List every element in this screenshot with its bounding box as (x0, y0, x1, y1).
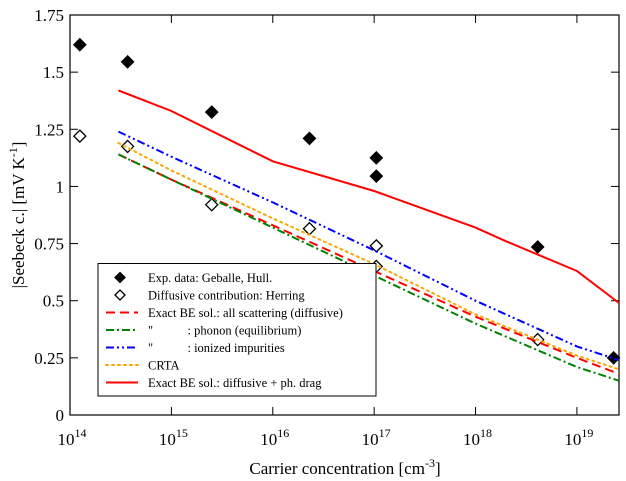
legend-label: Exp. data: Geballe, Hull. (148, 271, 272, 285)
x-tick-base: 10 (260, 430, 277, 449)
legend-label: Exact BE sol.: all scattering (diffusive… (148, 306, 343, 320)
x-tick-base: 10 (159, 430, 176, 449)
y-tick-label: 0 (56, 406, 65, 425)
legend-label: CRTA (148, 359, 180, 373)
x-tick-exponent: 17 (379, 426, 391, 440)
x-axis-label-sup: -3 (425, 456, 435, 470)
legend-label: " : ionized impurities (148, 341, 285, 355)
marker (72, 129, 87, 144)
marker (302, 131, 317, 146)
plot-frame (69, 14, 620, 416)
marker (302, 221, 317, 236)
x-tick-base: 10 (564, 430, 581, 449)
marker (369, 169, 384, 184)
x-tick-label: 1015 (159, 426, 188, 449)
y-axis-label-sup: -1 (6, 147, 20, 157)
legend-label: " : phonon (equilibrium) (148, 324, 301, 338)
legend: Exp. data: Geballe, Hull. Diffusive contr… (97, 263, 377, 397)
x-axis-label: Carrier concentration [cm-3] (249, 456, 440, 478)
line-series (117, 130, 620, 362)
legend-box (97, 263, 377, 397)
x-tick-label: 1019 (564, 426, 593, 449)
y-tick-label: 0.5 (43, 292, 64, 311)
marker (204, 105, 219, 120)
x-tick-base: 10 (362, 430, 379, 449)
y-tick-label: 0.75 (34, 235, 64, 254)
y-tick-label: 1 (56, 177, 65, 196)
y-axis-label-tail: ] (9, 142, 28, 148)
x-axis-label-text: Carrier concentration [cm (249, 459, 425, 478)
marker (120, 54, 135, 69)
marker (114, 289, 126, 301)
legend-label: Exact BE sol.: diffusive + ph. drag (148, 376, 322, 390)
x-tick-base: 10 (58, 430, 75, 449)
x-axis-label-tail: ] (435, 459, 441, 478)
x-tick-exponent: 18 (480, 426, 492, 440)
x-tick-label: 1014 (58, 426, 87, 449)
line-series (118, 89, 620, 304)
x-tick-base: 10 (463, 430, 480, 449)
x-tick-label: 1016 (260, 426, 289, 449)
marker (114, 271, 126, 284)
marker (530, 240, 545, 254)
x-tick-exponent: 19 (581, 426, 593, 440)
x-tick-exponent: 14 (75, 426, 87, 440)
y-tick-label: 1.5 (43, 63, 64, 82)
y-tick-label: 0.25 (34, 349, 64, 368)
x-tick-label: 1018 (463, 426, 492, 449)
y-axis-label: |Seebeck c.| [mV K-1] (6, 142, 28, 289)
y-tick-label: 1.25 (34, 120, 64, 139)
marker (606, 350, 621, 365)
x-tick-exponent: 16 (277, 426, 289, 440)
y-axis-label-text: |Seebeck c.| [mV K (9, 157, 28, 289)
x-tick-exponent: 15 (176, 426, 188, 440)
legend-label: Diffusive contribution: Herring (148, 289, 305, 303)
x-tick-label: 1017 (362, 426, 391, 449)
marker (204, 197, 219, 212)
marker (72, 37, 87, 52)
marker (369, 150, 384, 165)
y-tick-label: 1.75 (34, 6, 64, 25)
